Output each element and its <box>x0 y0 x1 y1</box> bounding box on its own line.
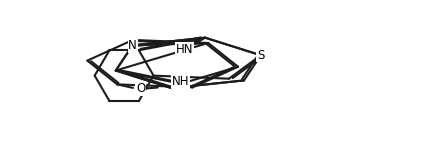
Text: S: S <box>256 49 264 62</box>
Text: O: O <box>136 82 145 95</box>
Text: N: N <box>128 39 137 52</box>
Text: NH: NH <box>172 75 189 88</box>
Text: HN: HN <box>176 43 193 56</box>
Text: N: N <box>128 39 137 52</box>
